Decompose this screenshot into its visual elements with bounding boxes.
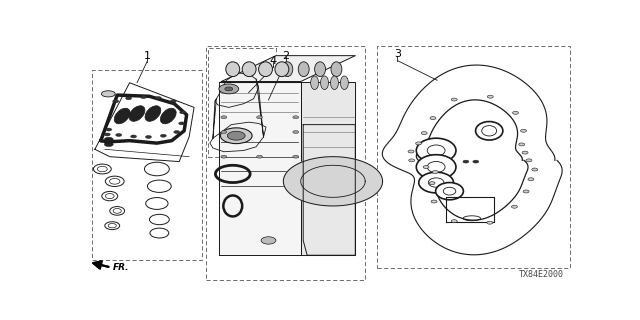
Circle shape [227, 131, 245, 140]
Bar [376, 46, 570, 268]
Ellipse shape [282, 62, 292, 76]
Bar [208, 48, 276, 157]
Circle shape [522, 151, 528, 154]
Circle shape [104, 133, 110, 136]
Circle shape [257, 116, 262, 119]
Ellipse shape [416, 155, 456, 179]
Circle shape [430, 116, 436, 120]
Polygon shape [95, 83, 194, 162]
Circle shape [125, 97, 132, 100]
Circle shape [221, 155, 227, 158]
Ellipse shape [416, 138, 456, 163]
Ellipse shape [436, 182, 463, 200]
Text: FR.: FR. [113, 263, 130, 272]
Circle shape [487, 95, 493, 98]
Circle shape [170, 100, 176, 103]
Ellipse shape [310, 76, 319, 90]
Circle shape [106, 128, 112, 131]
Circle shape [409, 159, 415, 162]
Circle shape [523, 190, 529, 193]
Circle shape [221, 131, 227, 133]
Ellipse shape [419, 172, 454, 193]
Circle shape [421, 132, 428, 134]
Circle shape [180, 111, 186, 114]
Circle shape [104, 137, 113, 142]
Circle shape [161, 134, 166, 137]
Polygon shape [221, 56, 355, 82]
Ellipse shape [145, 106, 161, 121]
Circle shape [221, 116, 227, 119]
Circle shape [257, 155, 262, 158]
Circle shape [173, 131, 180, 133]
Polygon shape [382, 65, 562, 255]
Ellipse shape [331, 62, 342, 76]
Circle shape [487, 221, 493, 224]
Polygon shape [301, 82, 355, 255]
Circle shape [528, 178, 534, 181]
Circle shape [261, 237, 276, 244]
Polygon shape [210, 122, 266, 152]
Circle shape [408, 150, 414, 153]
Ellipse shape [161, 108, 176, 124]
Circle shape [423, 165, 429, 169]
Polygon shape [219, 82, 301, 255]
Ellipse shape [340, 76, 348, 90]
Circle shape [429, 182, 435, 185]
Circle shape [473, 160, 479, 163]
Circle shape [104, 142, 113, 147]
Ellipse shape [330, 76, 339, 90]
Circle shape [511, 205, 517, 208]
Ellipse shape [275, 62, 289, 76]
Ellipse shape [476, 122, 503, 140]
Circle shape [156, 97, 161, 100]
Circle shape [416, 142, 422, 145]
Ellipse shape [315, 62, 326, 76]
Circle shape [131, 135, 136, 138]
Circle shape [519, 143, 525, 146]
Circle shape [219, 84, 239, 94]
Circle shape [145, 135, 152, 139]
Ellipse shape [321, 76, 328, 90]
Circle shape [141, 96, 147, 99]
Ellipse shape [298, 62, 309, 76]
Circle shape [113, 100, 118, 103]
Circle shape [532, 168, 538, 171]
Circle shape [179, 122, 185, 125]
Ellipse shape [242, 62, 256, 76]
Bar [207, 46, 365, 280]
Circle shape [513, 111, 518, 114]
Text: 1: 1 [143, 51, 150, 61]
Ellipse shape [259, 62, 273, 76]
Circle shape [526, 159, 532, 162]
Circle shape [520, 129, 527, 132]
Circle shape [292, 131, 299, 133]
Circle shape [463, 160, 469, 163]
Ellipse shape [226, 62, 240, 76]
Polygon shape [215, 73, 259, 108]
Circle shape [220, 128, 252, 144]
Text: 2: 2 [282, 51, 289, 61]
Polygon shape [284, 157, 383, 206]
Text: 3: 3 [394, 49, 401, 60]
Ellipse shape [101, 91, 115, 97]
Text: TX84E2000: TX84E2000 [518, 270, 564, 279]
Ellipse shape [115, 108, 130, 124]
Circle shape [225, 87, 233, 91]
Circle shape [292, 116, 299, 119]
Circle shape [431, 200, 437, 203]
Circle shape [451, 220, 457, 223]
Circle shape [451, 98, 457, 101]
Ellipse shape [129, 106, 145, 121]
Circle shape [432, 171, 438, 173]
Circle shape [116, 133, 122, 136]
Text: 4: 4 [270, 56, 277, 66]
Circle shape [292, 155, 299, 158]
Bar [92, 70, 202, 260]
